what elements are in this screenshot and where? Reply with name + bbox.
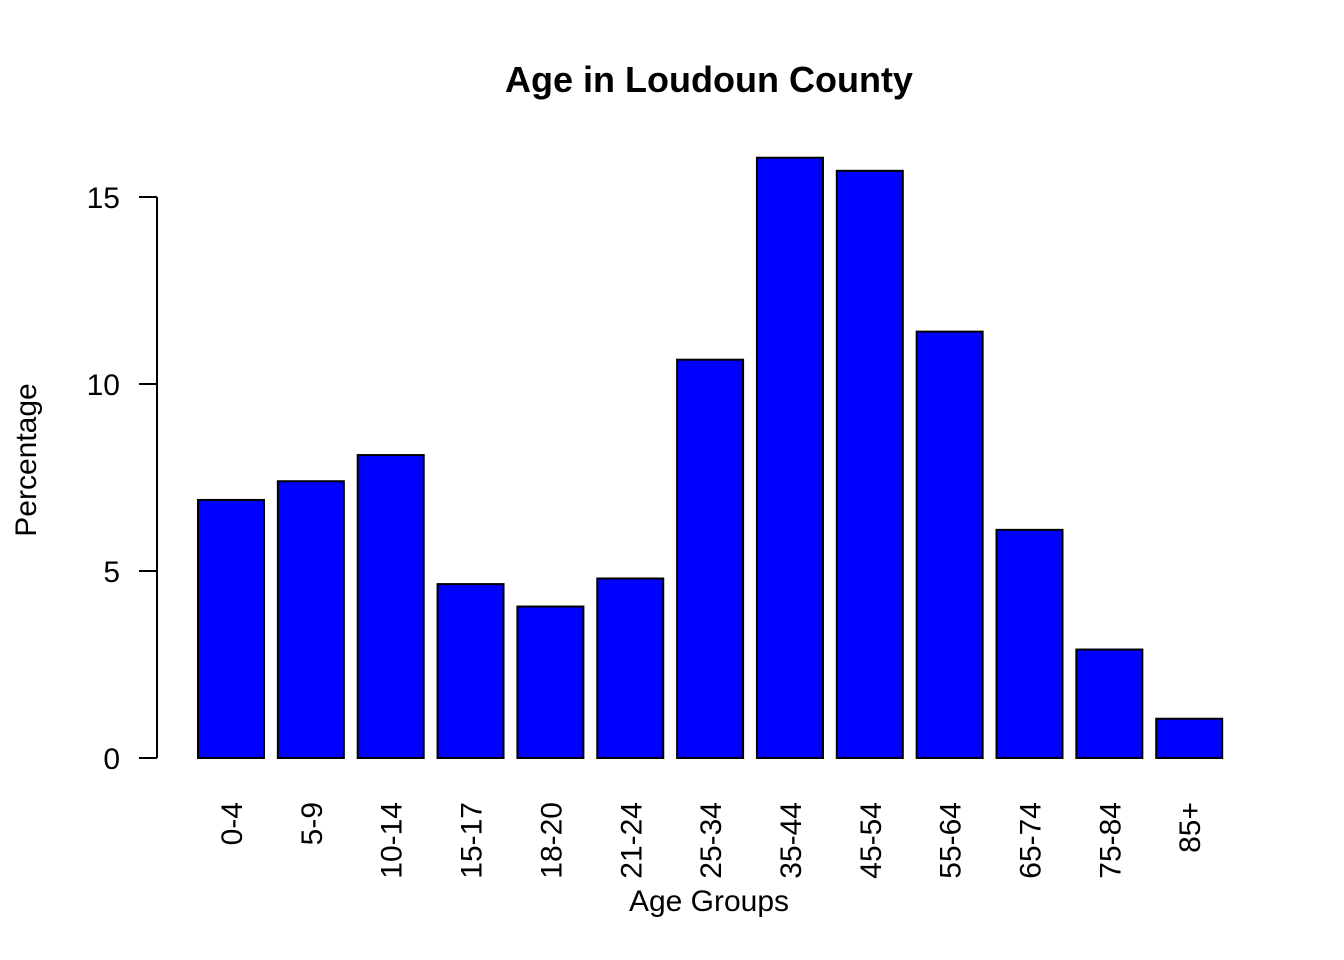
y-tick-label-0: 0 — [103, 743, 120, 776]
x-tick-label-5: 21-24 — [615, 802, 648, 879]
x-ticks-group: 0-4 5-9 10-14 15-17 18-20 21-24 25-34 35-44 45-5… — [216, 802, 1207, 879]
x-axis-label: Age Groups — [629, 885, 789, 918]
y-ticks-group: 0 5 10 15 — [87, 182, 157, 776]
bar-85+ — [1155, 717, 1224, 759]
y-tick-label-3: 15 — [87, 182, 120, 215]
bar-55-64 — [915, 330, 984, 759]
bar-0-4 — [197, 498, 265, 759]
bar-15-17 — [436, 583, 505, 760]
y-axis-label: Percentage — [10, 383, 43, 536]
bar-35-44 — [755, 156, 824, 760]
x-tick-label-8: 45-54 — [855, 802, 888, 879]
x-tick-label-11: 75-84 — [1094, 802, 1127, 879]
bar-10-14 — [356, 454, 425, 759]
x-tick-label-4: 18-20 — [535, 802, 568, 879]
x-tick-label-9: 55-64 — [935, 802, 968, 879]
bar-18-20 — [516, 605, 585, 760]
bar-65-74 — [995, 528, 1064, 759]
x-tick-label-6: 25-34 — [695, 802, 728, 879]
x-tick-label-1: 5-9 — [296, 802, 329, 845]
bar-5-9 — [276, 480, 345, 759]
x-tick-label-7: 35-44 — [775, 802, 808, 879]
x-tick-label-10: 65-74 — [1015, 802, 1048, 879]
y-tick-label-2: 10 — [87, 369, 120, 402]
bar-45-54 — [835, 169, 904, 759]
bar-75-84 — [1075, 648, 1144, 759]
bar-25-34 — [676, 358, 745, 759]
y-tick-label-1: 5 — [103, 556, 120, 589]
x-tick-label-3: 15-17 — [456, 802, 489, 879]
bar-21-24 — [596, 577, 665, 759]
x-tick-label-12: 85+ — [1174, 802, 1207, 853]
x-tick-label-0: 0-4 — [216, 802, 249, 845]
chart-title: Age in Loudoun County — [505, 59, 913, 100]
bars-group — [197, 156, 1224, 760]
x-tick-label-2: 10-14 — [376, 802, 409, 879]
